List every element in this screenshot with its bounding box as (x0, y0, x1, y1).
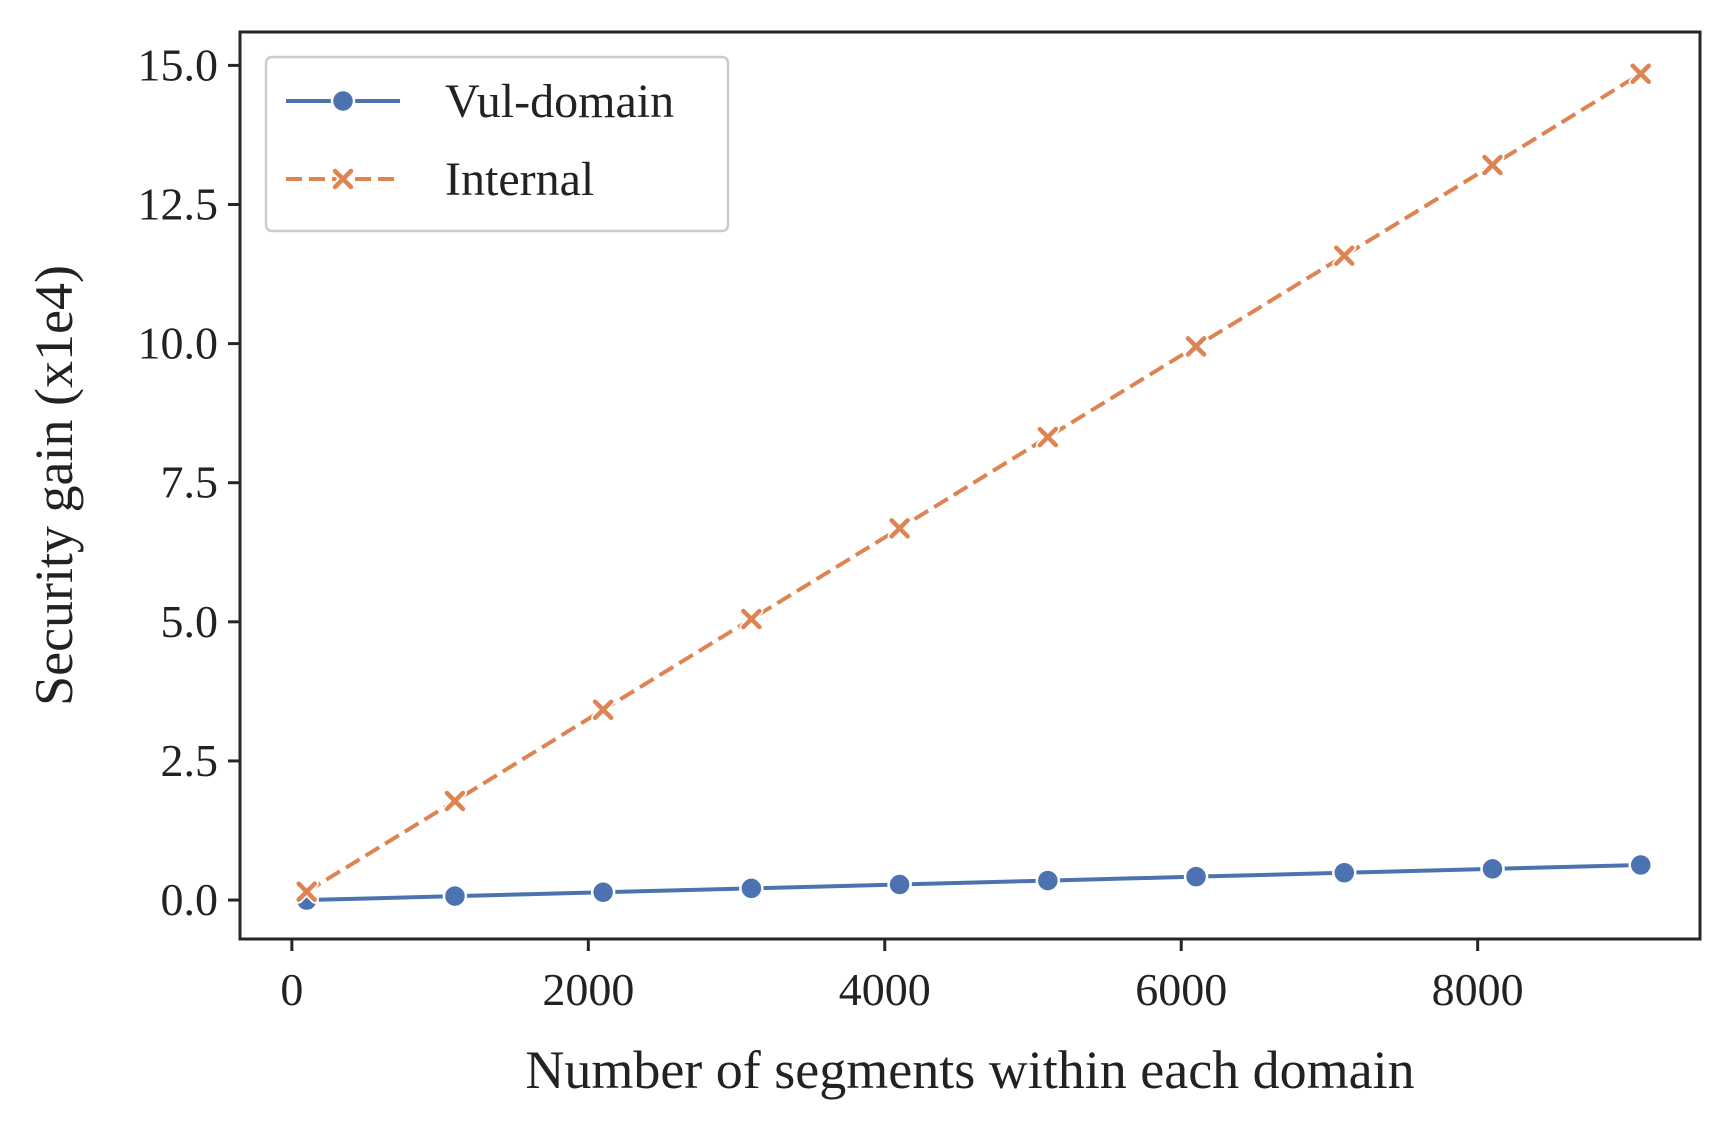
x-tick-label: 2000 (542, 964, 634, 1015)
y-tick-label: 5.0 (161, 596, 219, 647)
data-point-vul-domain (1035, 868, 1061, 893)
data-point-internal (294, 879, 319, 904)
data-point-internal (739, 607, 764, 632)
legend-items: Vul-domain Internal (286, 75, 674, 206)
data-point-vul-domain (442, 883, 468, 909)
y-tick-label: 7.5 (161, 457, 219, 508)
series-line-vul-domain (306, 862, 1641, 903)
y-tick-label: 2.5 (161, 735, 219, 786)
legend-item-internal: Internal (286, 153, 594, 206)
marker-x-stroke (1482, 154, 1503, 176)
marker-x-stroke (889, 518, 910, 539)
data-point-internal (442, 789, 467, 814)
marker-x-stroke (592, 699, 614, 720)
marker-x-stroke (1630, 63, 1651, 84)
data-point-internal (1035, 425, 1060, 450)
legend-item-vul-domain: Vul-domain (286, 75, 674, 128)
y-tick-label: 15.0 (138, 39, 219, 90)
data-point-internal (591, 697, 616, 722)
x-tick-label: 6000 (1135, 964, 1227, 1015)
marker-x-stroke (1185, 336, 1207, 357)
marker-x-stroke (1334, 245, 1355, 266)
data-point-internal (887, 516, 912, 541)
legend: Vul-domain Internal (264, 55, 730, 233)
x-axis-label: Number of segments within each domain (525, 1040, 1414, 1100)
legend-label-internal: Internal (445, 153, 594, 206)
y-tick-label: 10.0 (138, 318, 219, 369)
legend-marker-vul-domain (330, 88, 356, 114)
data-point-vul-domain (590, 880, 616, 905)
marker-x-stroke (444, 790, 466, 812)
y-tick-label: 0.0 (161, 874, 219, 925)
data-point-internal (1332, 243, 1357, 268)
series-vul-domain (294, 852, 1653, 913)
data-point-internal (1628, 61, 1653, 86)
y-tick-label: 12.5 (138, 178, 219, 229)
series-internal (294, 61, 1653, 904)
data-point-internal (1480, 152, 1505, 177)
ticks-layer: 0 2000 4000 6000 8000 0.0 2.5 5.0 7.5 10.0 12.5 15.… (138, 39, 1524, 1015)
marker-x-stroke (332, 168, 354, 190)
y-axis-label: Security gain (x1e4) (24, 265, 84, 706)
data-point-vul-domain (887, 872, 912, 897)
data-point-vul-domain (739, 876, 764, 901)
data-point-vul-domain (1480, 856, 1505, 882)
marker-x-stroke (741, 608, 762, 630)
x-tick-label: 4000 (839, 964, 931, 1015)
series-layer (294, 61, 1653, 913)
data-point-vul-domain (1183, 864, 1209, 889)
marker-x-stroke (1037, 426, 1059, 448)
marker-x-stroke (296, 881, 317, 902)
x-tick-label: 0 (280, 964, 303, 1015)
legend-label-vul-domain: Vul-domain (445, 75, 674, 128)
data-point-vul-domain (1332, 860, 1357, 886)
legend-marker-internal (331, 167, 355, 191)
data-point-internal (1184, 334, 1209, 359)
data-point-vul-domain (1628, 852, 1653, 878)
x-tick-label: 8000 (1432, 964, 1524, 1015)
plot-frame (238, 30, 1702, 941)
series-line-internal (305, 72, 1642, 894)
